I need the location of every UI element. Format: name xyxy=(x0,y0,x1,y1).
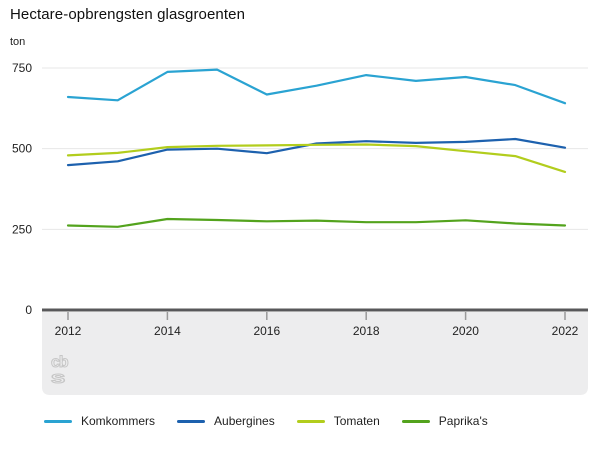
series-line-komkommers xyxy=(66,68,567,105)
y-axis-unit-label: ton xyxy=(10,36,26,48)
x-axis-tick xyxy=(365,312,367,320)
legend-label: Komkommers xyxy=(81,414,156,428)
x-axis-tick xyxy=(564,312,566,320)
y-tick-label: 0 xyxy=(25,303,32,317)
x-tick-label: 2012 xyxy=(55,324,82,338)
chart-legend: Komkommers Aubergines Tomaten Paprika's xyxy=(44,414,488,428)
legend-item-tomaten[interactable]: Tomaten xyxy=(296,414,380,428)
legend-label: Tomaten xyxy=(333,414,380,428)
x-tick-label: 2020 xyxy=(452,324,479,338)
legend-line-swatch xyxy=(177,419,206,423)
y-tick-label: 500 xyxy=(12,142,32,156)
x-axis-tick xyxy=(464,312,467,320)
x-axis-zero-line xyxy=(42,308,588,312)
svg-text:s: s xyxy=(51,368,66,387)
legend-label: Aubergines xyxy=(214,414,275,428)
x-axis-band xyxy=(42,312,588,395)
x-tick-label: 2022 xyxy=(552,324,579,338)
chart-title: Hectare-opbrengsten glasgroenten xyxy=(10,6,246,23)
x-tick-label: 2016 xyxy=(253,324,280,338)
series-line-aubergines xyxy=(66,137,567,167)
chart-plot-area: 0 250 500 750 2012 2014 2016 2018 2020 2022 cbs xyxy=(12,61,588,395)
legend-label: Paprika's xyxy=(438,414,488,428)
y-tick-label: 750 xyxy=(12,61,32,75)
cbs-logo: cbs xyxy=(50,354,70,388)
x-axis-tick xyxy=(67,312,69,320)
legend-line-swatch xyxy=(296,419,325,423)
x-tick-label: 2014 xyxy=(154,324,181,338)
svg-text:cb: cb xyxy=(51,354,69,371)
x-axis-tick xyxy=(266,312,268,320)
series-line-tomaten xyxy=(66,143,567,173)
y-tick-label: 250 xyxy=(12,222,32,236)
x-axis-tick xyxy=(166,312,169,320)
legend-item-komkommers[interactable]: Komkommers xyxy=(44,414,155,428)
legend-line-swatch xyxy=(401,419,430,423)
legend-item-aubergines[interactable]: Aubergines xyxy=(177,414,275,428)
x-tick-label: 2018 xyxy=(353,324,380,338)
series-line-paprikas xyxy=(66,217,567,228)
legend-line-swatch xyxy=(44,419,72,423)
legend-item-paprikas[interactable]: Paprika's xyxy=(401,414,488,428)
